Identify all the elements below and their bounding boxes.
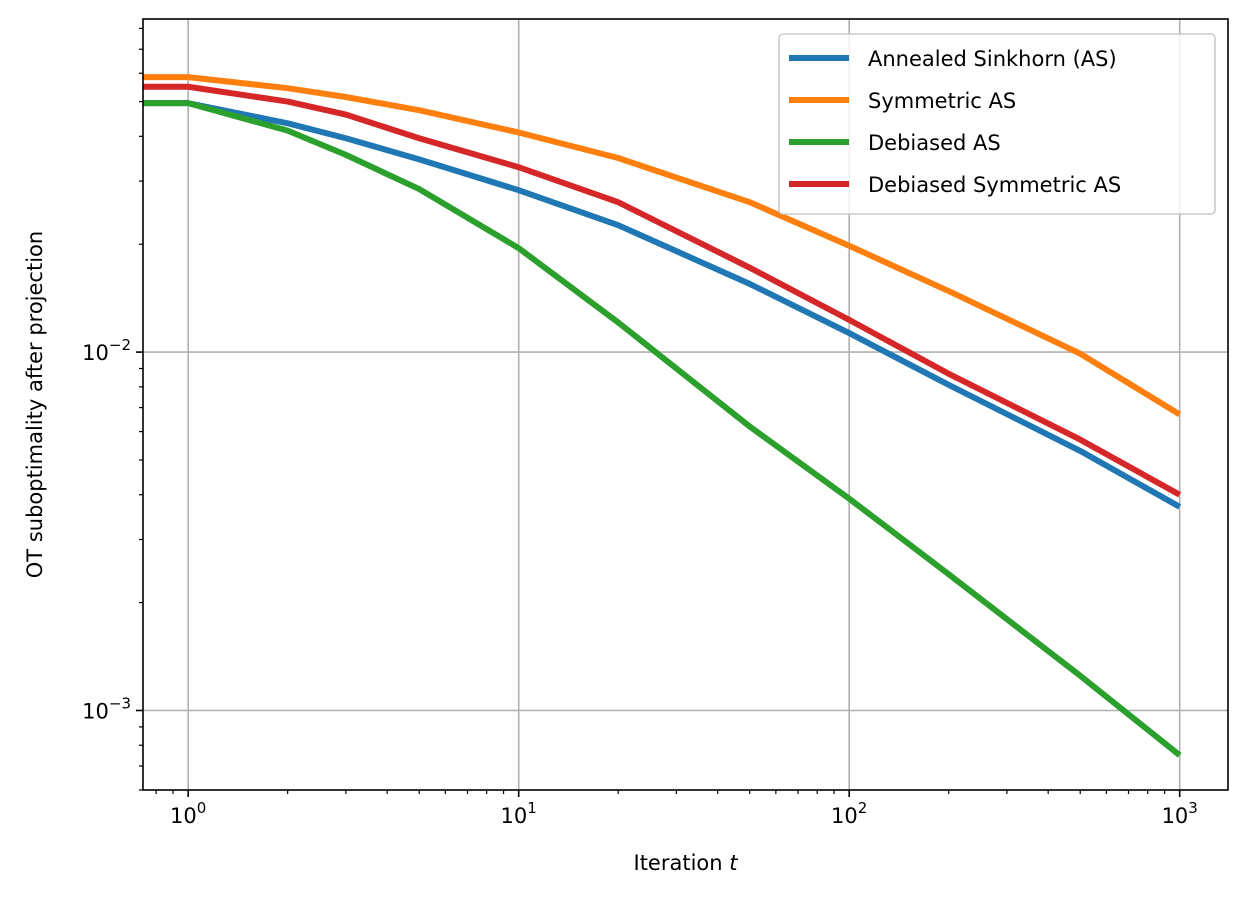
series-line-debiased-symmetric-as bbox=[143, 83, 1182, 498]
x-axis-label: Iteration t bbox=[634, 851, 739, 875]
legend-label: Debiased Symmetric AS bbox=[868, 173, 1121, 197]
y-tick-label: 10−3 bbox=[82, 694, 131, 723]
x-tick-label: 102 bbox=[831, 799, 867, 828]
x-tick-label: 101 bbox=[501, 799, 537, 828]
y-axis-label: OT suboptimality after projection bbox=[23, 231, 47, 578]
legend-label: Annealed Sinkhorn (AS) bbox=[868, 47, 1117, 71]
axis-ticks: 100 101 102 103 10−3 10−2 bbox=[82, 27, 1198, 828]
x-tick-label: 103 bbox=[1162, 799, 1198, 828]
legend-label: Debiased AS bbox=[868, 131, 1001, 155]
legend-box bbox=[778, 33, 1216, 215]
series-line-annealed-sinkhorn-as bbox=[143, 100, 1182, 510]
series-line-symmetric-as bbox=[143, 74, 1182, 417]
x-tick-label: 100 bbox=[170, 799, 206, 828]
legend-label: Symmetric AS bbox=[868, 89, 1016, 113]
legend: Annealed Sinkhorn (AS) Symmetric AS Debias… bbox=[778, 33, 1216, 215]
series-line-debiased-as bbox=[143, 100, 1182, 758]
series-lines bbox=[143, 74, 1182, 758]
plot-frame bbox=[142, 18, 1229, 791]
y-tick-label: 10−2 bbox=[82, 336, 131, 365]
